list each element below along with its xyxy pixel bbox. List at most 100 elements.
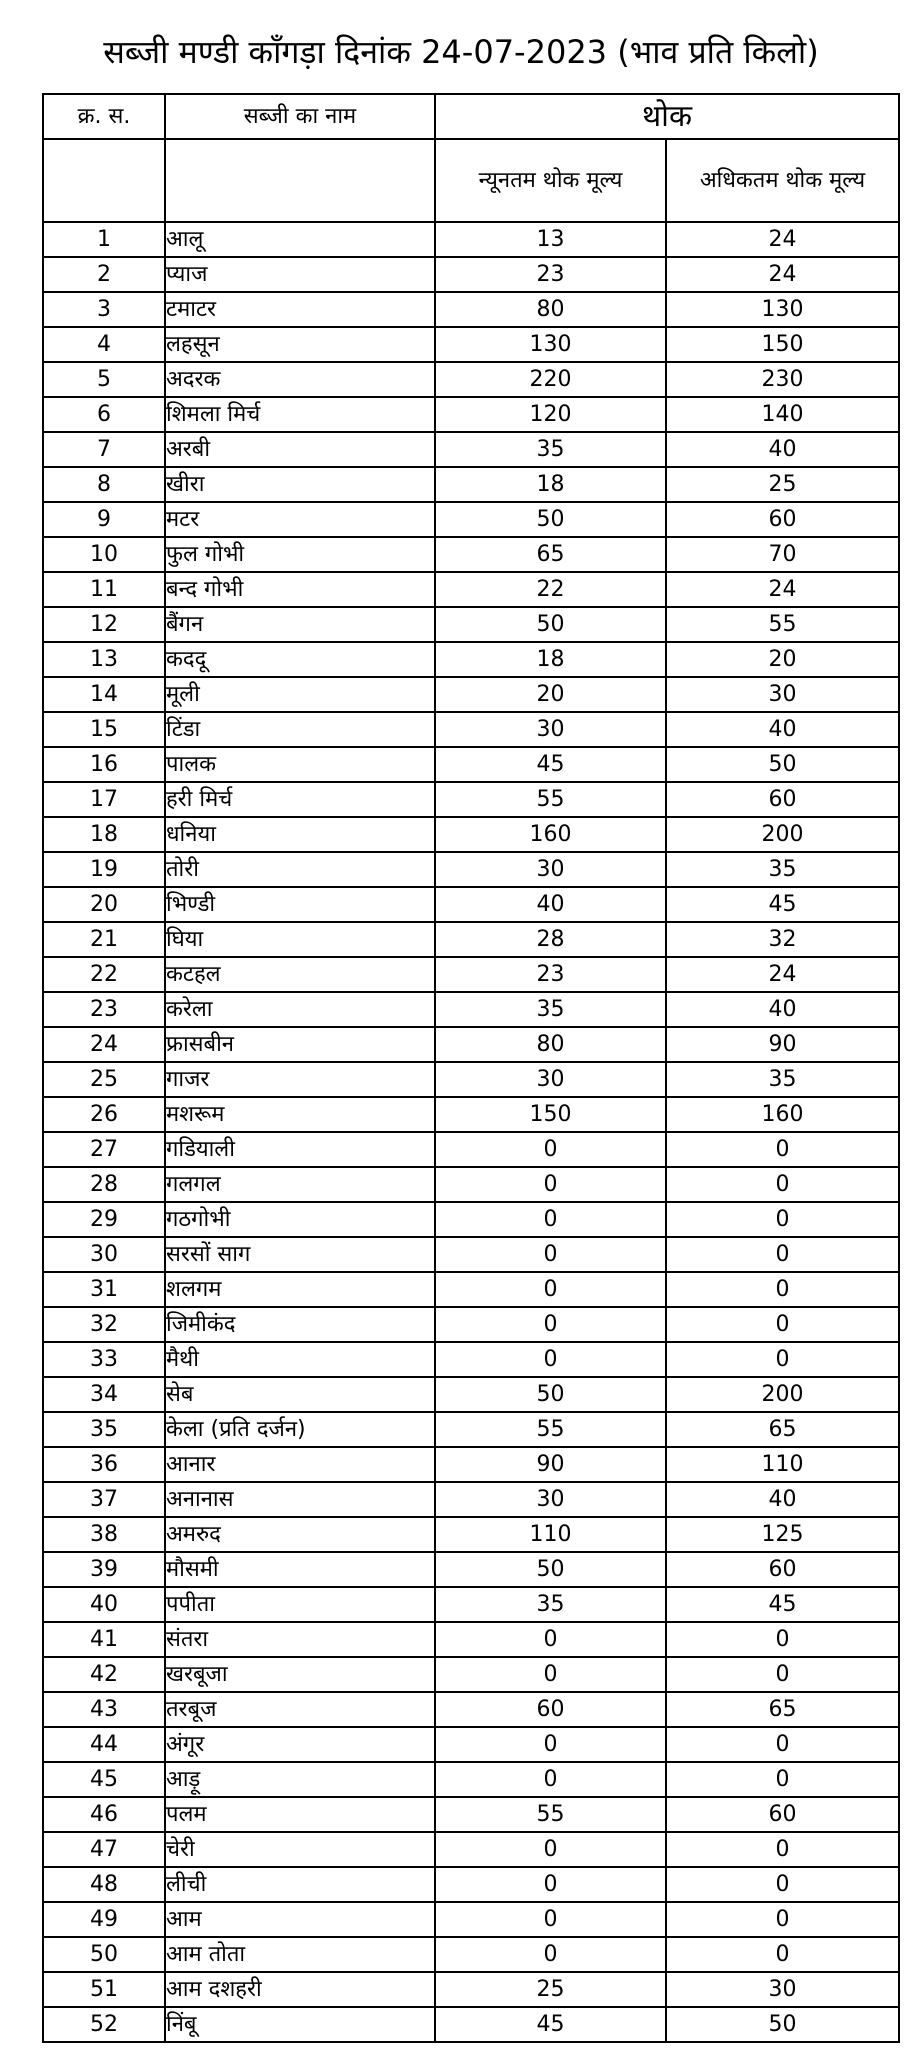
row-vegetable-name: चेरी — [164, 1831, 436, 1868]
table-row: 5 अदरक 220 230 — [42, 361, 901, 398]
row-serial-number: 43 — [42, 1691, 166, 1728]
row-vegetable-name: मशरूम — [164, 1096, 436, 1133]
row-max-price: 45 — [664, 1586, 901, 1623]
table-row: 20 भिण्डी 40 45 — [42, 886, 901, 923]
table-row: 1 आलू 13 24 — [42, 221, 901, 258]
table-row: 8 खीरा 18 25 — [42, 466, 901, 503]
row-serial-number: 39 — [42, 1551, 166, 1588]
row-vegetable-name: गठगोभी — [164, 1201, 436, 1238]
subheader-empty-sno — [42, 138, 166, 223]
table-row: 30 सरसों साग 0 0 — [42, 1236, 901, 1273]
row-vegetable-name: खीरा — [164, 466, 436, 503]
row-min-price: 60 — [434, 1691, 667, 1728]
row-min-price: 0 — [434, 1761, 667, 1798]
row-min-price: 50 — [434, 1551, 667, 1588]
row-vegetable-name: धनिया — [164, 816, 436, 853]
table-row: 38 अमरुद 110 125 — [42, 1516, 901, 1553]
table-row: 9 मटर 50 60 — [42, 501, 901, 538]
row-vegetable-name: आम — [164, 1901, 436, 1938]
row-max-price: 40 — [664, 711, 901, 748]
row-vegetable-name: आनार — [164, 1446, 436, 1483]
row-vegetable-name: प्याज — [164, 256, 436, 293]
row-max-price: 0 — [664, 1131, 901, 1168]
header-row: क्र. स. सब्जी का नाम थोक — [42, 93, 901, 140]
row-min-price: 23 — [434, 256, 667, 293]
table-row: 36 आनार 90 110 — [42, 1446, 901, 1483]
row-max-price: 0 — [664, 1761, 901, 1798]
row-serial-number: 9 — [42, 501, 166, 538]
table-row: 37 अनानास 30 40 — [42, 1481, 901, 1518]
row-vegetable-name: आलू — [164, 221, 436, 258]
row-serial-number: 20 — [42, 886, 166, 923]
row-max-price: 140 — [664, 396, 901, 433]
table-row: 34 सेब 50 200 — [42, 1376, 901, 1413]
row-serial-number: 22 — [42, 956, 166, 993]
table-row: 47 चेरी 0 0 — [42, 1831, 901, 1868]
row-vegetable-name: बन्द गोभी — [164, 571, 436, 608]
row-max-price: 0 — [664, 1341, 901, 1378]
row-serial-number: 19 — [42, 851, 166, 888]
row-min-price: 18 — [434, 466, 667, 503]
row-vegetable-name: सरसों साग — [164, 1236, 436, 1273]
row-min-price: 0 — [434, 1831, 667, 1868]
row-serial-number: 27 — [42, 1131, 166, 1168]
row-serial-number: 12 — [42, 606, 166, 643]
row-min-price: 55 — [434, 1411, 667, 1448]
row-max-price: 60 — [664, 781, 901, 818]
row-max-price: 0 — [664, 1726, 901, 1763]
row-vegetable-name: तोरी — [164, 851, 436, 888]
table-row: 49 आम 0 0 — [42, 1901, 901, 1938]
row-min-price: 50 — [434, 606, 667, 643]
row-max-price: 70 — [664, 536, 901, 573]
row-vegetable-name: हरी मिर्च — [164, 781, 436, 818]
row-serial-number: 49 — [42, 1901, 166, 1938]
row-max-price: 60 — [664, 501, 901, 538]
row-min-price: 30 — [434, 1481, 667, 1518]
table-row: 6 शिमला मिर्च 120 140 — [42, 396, 901, 433]
row-min-price: 0 — [434, 1866, 667, 1903]
row-max-price: 0 — [664, 1656, 901, 1693]
row-max-price: 60 — [664, 1796, 901, 1833]
row-min-price: 30 — [434, 851, 667, 888]
row-serial-number: 50 — [42, 1936, 166, 1973]
row-min-price: 28 — [434, 921, 667, 958]
row-serial-number: 33 — [42, 1341, 166, 1378]
row-max-price: 24 — [664, 256, 901, 293]
row-max-price: 30 — [664, 1971, 901, 2008]
row-vegetable-name: लहसून — [164, 326, 436, 363]
table-row: 2 प्याज 23 24 — [42, 256, 901, 293]
header-min-price: न्यूनतम थोक मूल्य — [434, 138, 667, 223]
row-max-price: 150 — [664, 326, 901, 363]
table-row: 21 घिया 28 32 — [42, 921, 901, 958]
row-serial-number: 3 — [42, 291, 166, 328]
row-max-price: 50 — [664, 746, 901, 783]
row-serial-number: 37 — [42, 1481, 166, 1518]
header-sno: क्र. स. — [42, 93, 166, 140]
table-row: 51 आम दशहरी 25 30 — [42, 1971, 901, 2008]
row-serial-number: 52 — [42, 2006, 166, 2043]
row-max-price: 32 — [664, 921, 901, 958]
row-serial-number: 15 — [42, 711, 166, 748]
row-serial-number: 30 — [42, 1236, 166, 1273]
table-row: 43 तरबूज 60 65 — [42, 1691, 901, 1728]
table-row: 12 बैंगन 50 55 — [42, 606, 901, 643]
row-vegetable-name: तरबूज — [164, 1691, 436, 1728]
row-max-price: 40 — [664, 431, 901, 468]
table-row: 50 आम तोता 0 0 — [42, 1936, 901, 1973]
row-serial-number: 25 — [42, 1061, 166, 1098]
table-row: 3 टमाटर 80 130 — [42, 291, 901, 328]
table-row: 23 करेला 35 40 — [42, 991, 901, 1028]
row-vegetable-name: फ्रासबीन — [164, 1026, 436, 1063]
row-max-price: 125 — [664, 1516, 901, 1553]
table-row: 11 बन्द गोभी 22 24 — [42, 571, 901, 608]
row-max-price: 230 — [664, 361, 901, 398]
table-row: 32 जिमीकंद 0 0 — [42, 1306, 901, 1343]
row-min-price: 0 — [434, 1131, 667, 1168]
row-vegetable-name: आड़ू — [164, 1761, 436, 1798]
row-min-price: 50 — [434, 501, 667, 538]
row-serial-number: 7 — [42, 431, 166, 468]
row-max-price: 160 — [664, 1096, 901, 1133]
table-row: 25 गाजर 30 35 — [42, 1061, 901, 1098]
row-max-price: 200 — [664, 816, 901, 853]
table-row: 13 कददू 18 20 — [42, 641, 901, 678]
